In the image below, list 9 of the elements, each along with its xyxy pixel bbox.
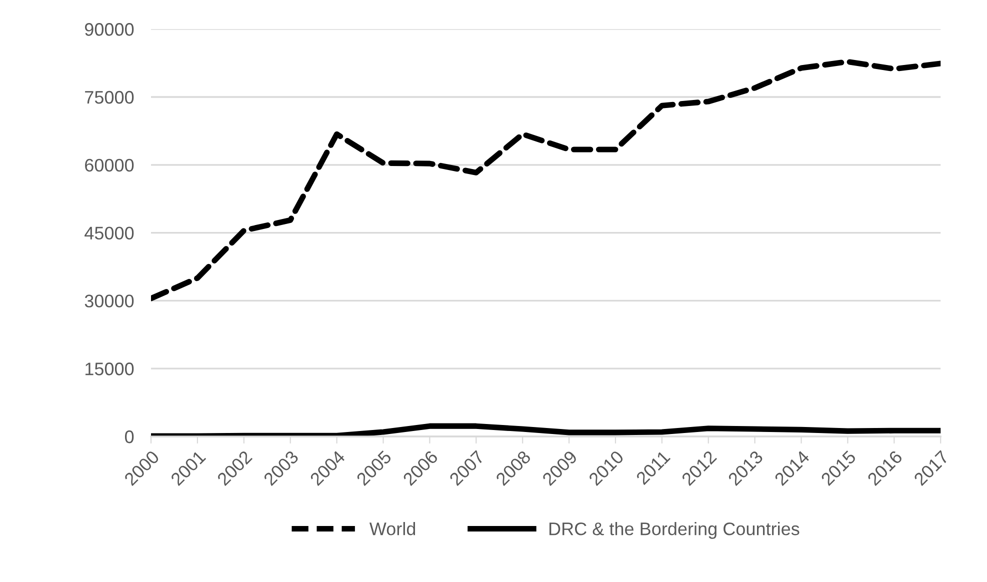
y-tick-label: 75000 xyxy=(85,90,134,104)
y-tick-label: 30000 xyxy=(84,294,134,308)
legend-label: World xyxy=(369,522,416,536)
y-tick-label: 45000 xyxy=(84,226,134,240)
y-tick-label: 15000 xyxy=(86,362,134,376)
y-tick-label: 90000 xyxy=(84,23,134,36)
legend-label: DRC & the Bordering Countries xyxy=(549,522,800,539)
y-tick-label: 0 xyxy=(125,430,134,444)
y-tick-label: 60000 xyxy=(85,158,134,172)
